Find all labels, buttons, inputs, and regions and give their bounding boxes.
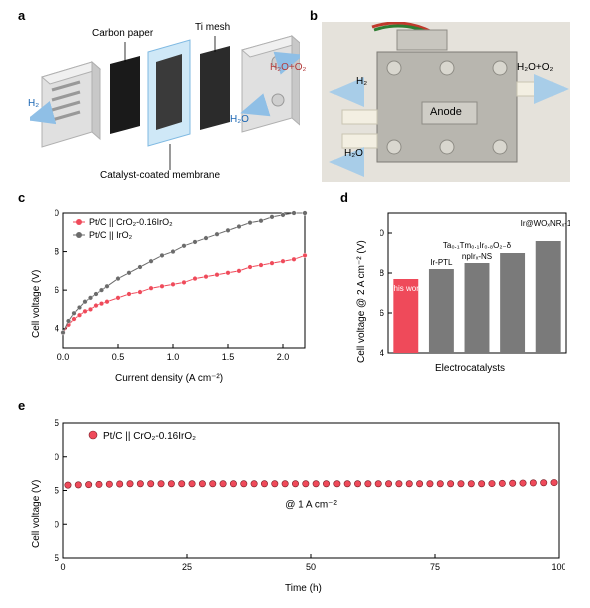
svg-text:Ir-PTL: Ir-PTL [430,258,453,267]
panel-a-schematic: Carbon paper Ti mesh Catalyst-coated mem… [30,22,300,187]
svg-text:2.5: 2.5 [55,418,59,428]
label-h2oo2-b: H₂O+O₂ [517,62,553,73]
label-h2o-a: H₂O [230,114,249,125]
panel-d-svg: 1.4 1.6 1.8 2.0 This work Ir-PTL npIrₓ-NS Ta₀.₁… [380,208,570,368]
panel-d-label: d [340,190,348,205]
svg-text:25: 25 [182,562,192,572]
svg-text:npIrₓ-NS: npIrₓ-NS [462,252,492,261]
svg-text:50: 50 [306,562,316,572]
svg-text:1.8: 1.8 [380,268,384,278]
label-h2oo2-a: H₂O+O₂ [270,62,306,73]
label-anode-b: Anode [430,106,462,118]
svg-text:2.0: 2.0 [380,228,384,238]
svg-text:1.6: 1.6 [55,285,59,295]
panel-e-xlabel: Time (h) [285,583,322,594]
label-ti-mesh: Ti mesh [195,22,230,33]
panel-b-label: b [310,8,318,23]
panel-a-label: a [18,8,25,23]
svg-text:100: 100 [551,562,565,572]
panel-c-chart: 0.0 0.5 1.0 1.5 2.0 1.4 1.6 1.8 2.0 Pt/C || CrO₂-… [55,208,310,368]
svg-text:1.4: 1.4 [380,348,384,358]
svg-text:1.6: 1.6 [380,308,384,318]
panel-a-svg [30,22,300,187]
panel-c-svg: 0.0 0.5 1.0 1.5 2.0 1.4 1.6 1.8 2.0 Pt/C || CrO₂-… [55,208,310,368]
svg-text:This work: This work [389,284,424,293]
label-ccm: Catalyst-coated membrane [100,170,220,181]
panel-e-svg: 0 25 50 75 100 0.5 1.0 1.5 2.0 2.5 Pt/C || CrO₂-0.… [55,418,565,578]
svg-text:Pt/C || CrO₂-0.16IrO₂: Pt/C || CrO₂-0.16IrO₂ [89,217,173,227]
label-h2-b: H₂ [356,76,367,87]
panel-e-label: e [18,398,25,413]
svg-text:0.5: 0.5 [55,553,59,563]
svg-text:2.0: 2.0 [55,208,59,218]
panel-d-ylabel: Cell voltage @ 2 A cm⁻² (V) [356,240,367,363]
label-h2-a: H₂ [28,98,39,109]
svg-text:1.5: 1.5 [222,352,235,362]
panel-c-label: c [18,190,25,205]
svg-text:Ta₀.₁Tm₀.₁Ir₀.₈O₂₋δ: Ta₀.₁Tm₀.₁Ir₀.₈O₂₋δ [443,241,512,250]
svg-text:75: 75 [430,562,440,572]
svg-text:Pt/C || IrO₂: Pt/C || IrO₂ [89,230,133,240]
svg-text:Pt/C || CrO₂-0.16IrO₂: Pt/C || CrO₂-0.16IrO₂ [103,431,196,442]
panel-d-xlabel: Electrocatalysts [435,363,505,374]
svg-text:0.5: 0.5 [112,352,125,362]
panel-b-photo: H₂ H₂O Anode H₂O+O₂ [322,22,570,182]
svg-text:2.0: 2.0 [277,352,290,362]
label-h2o-b: H₂O [344,148,363,159]
svg-text:1.8: 1.8 [55,247,59,257]
panel-c-xlabel: Current density (A cm⁻²) [115,373,223,384]
panel-e-chart: 0 25 50 75 100 0.5 1.0 1.5 2.0 2.5 Pt/C || CrO₂-0.… [55,418,565,578]
svg-text:0: 0 [60,562,65,572]
svg-text:Ir@WOₓNRₓ-10: Ir@WOₓNRₓ-10 [521,219,570,228]
svg-text:2.0: 2.0 [55,452,59,462]
svg-text:1.0: 1.0 [167,352,180,362]
panel-d-chart: 1.4 1.6 1.8 2.0 This work Ir-PTL npIrₓ-NS Ta₀.₁… [380,208,570,368]
label-carbon-paper: Carbon paper [92,28,153,39]
svg-text:@ 1 A cm⁻²: @ 1 A cm⁻² [285,499,337,510]
panel-c-ylabel: Cell voltage (V) [31,270,42,338]
svg-text:1.0: 1.0 [55,519,59,529]
svg-text:1.4: 1.4 [55,324,59,334]
svg-text:1.5: 1.5 [55,486,59,496]
svg-text:0.0: 0.0 [57,352,70,362]
panel-e-ylabel: Cell voltage (V) [31,480,42,548]
